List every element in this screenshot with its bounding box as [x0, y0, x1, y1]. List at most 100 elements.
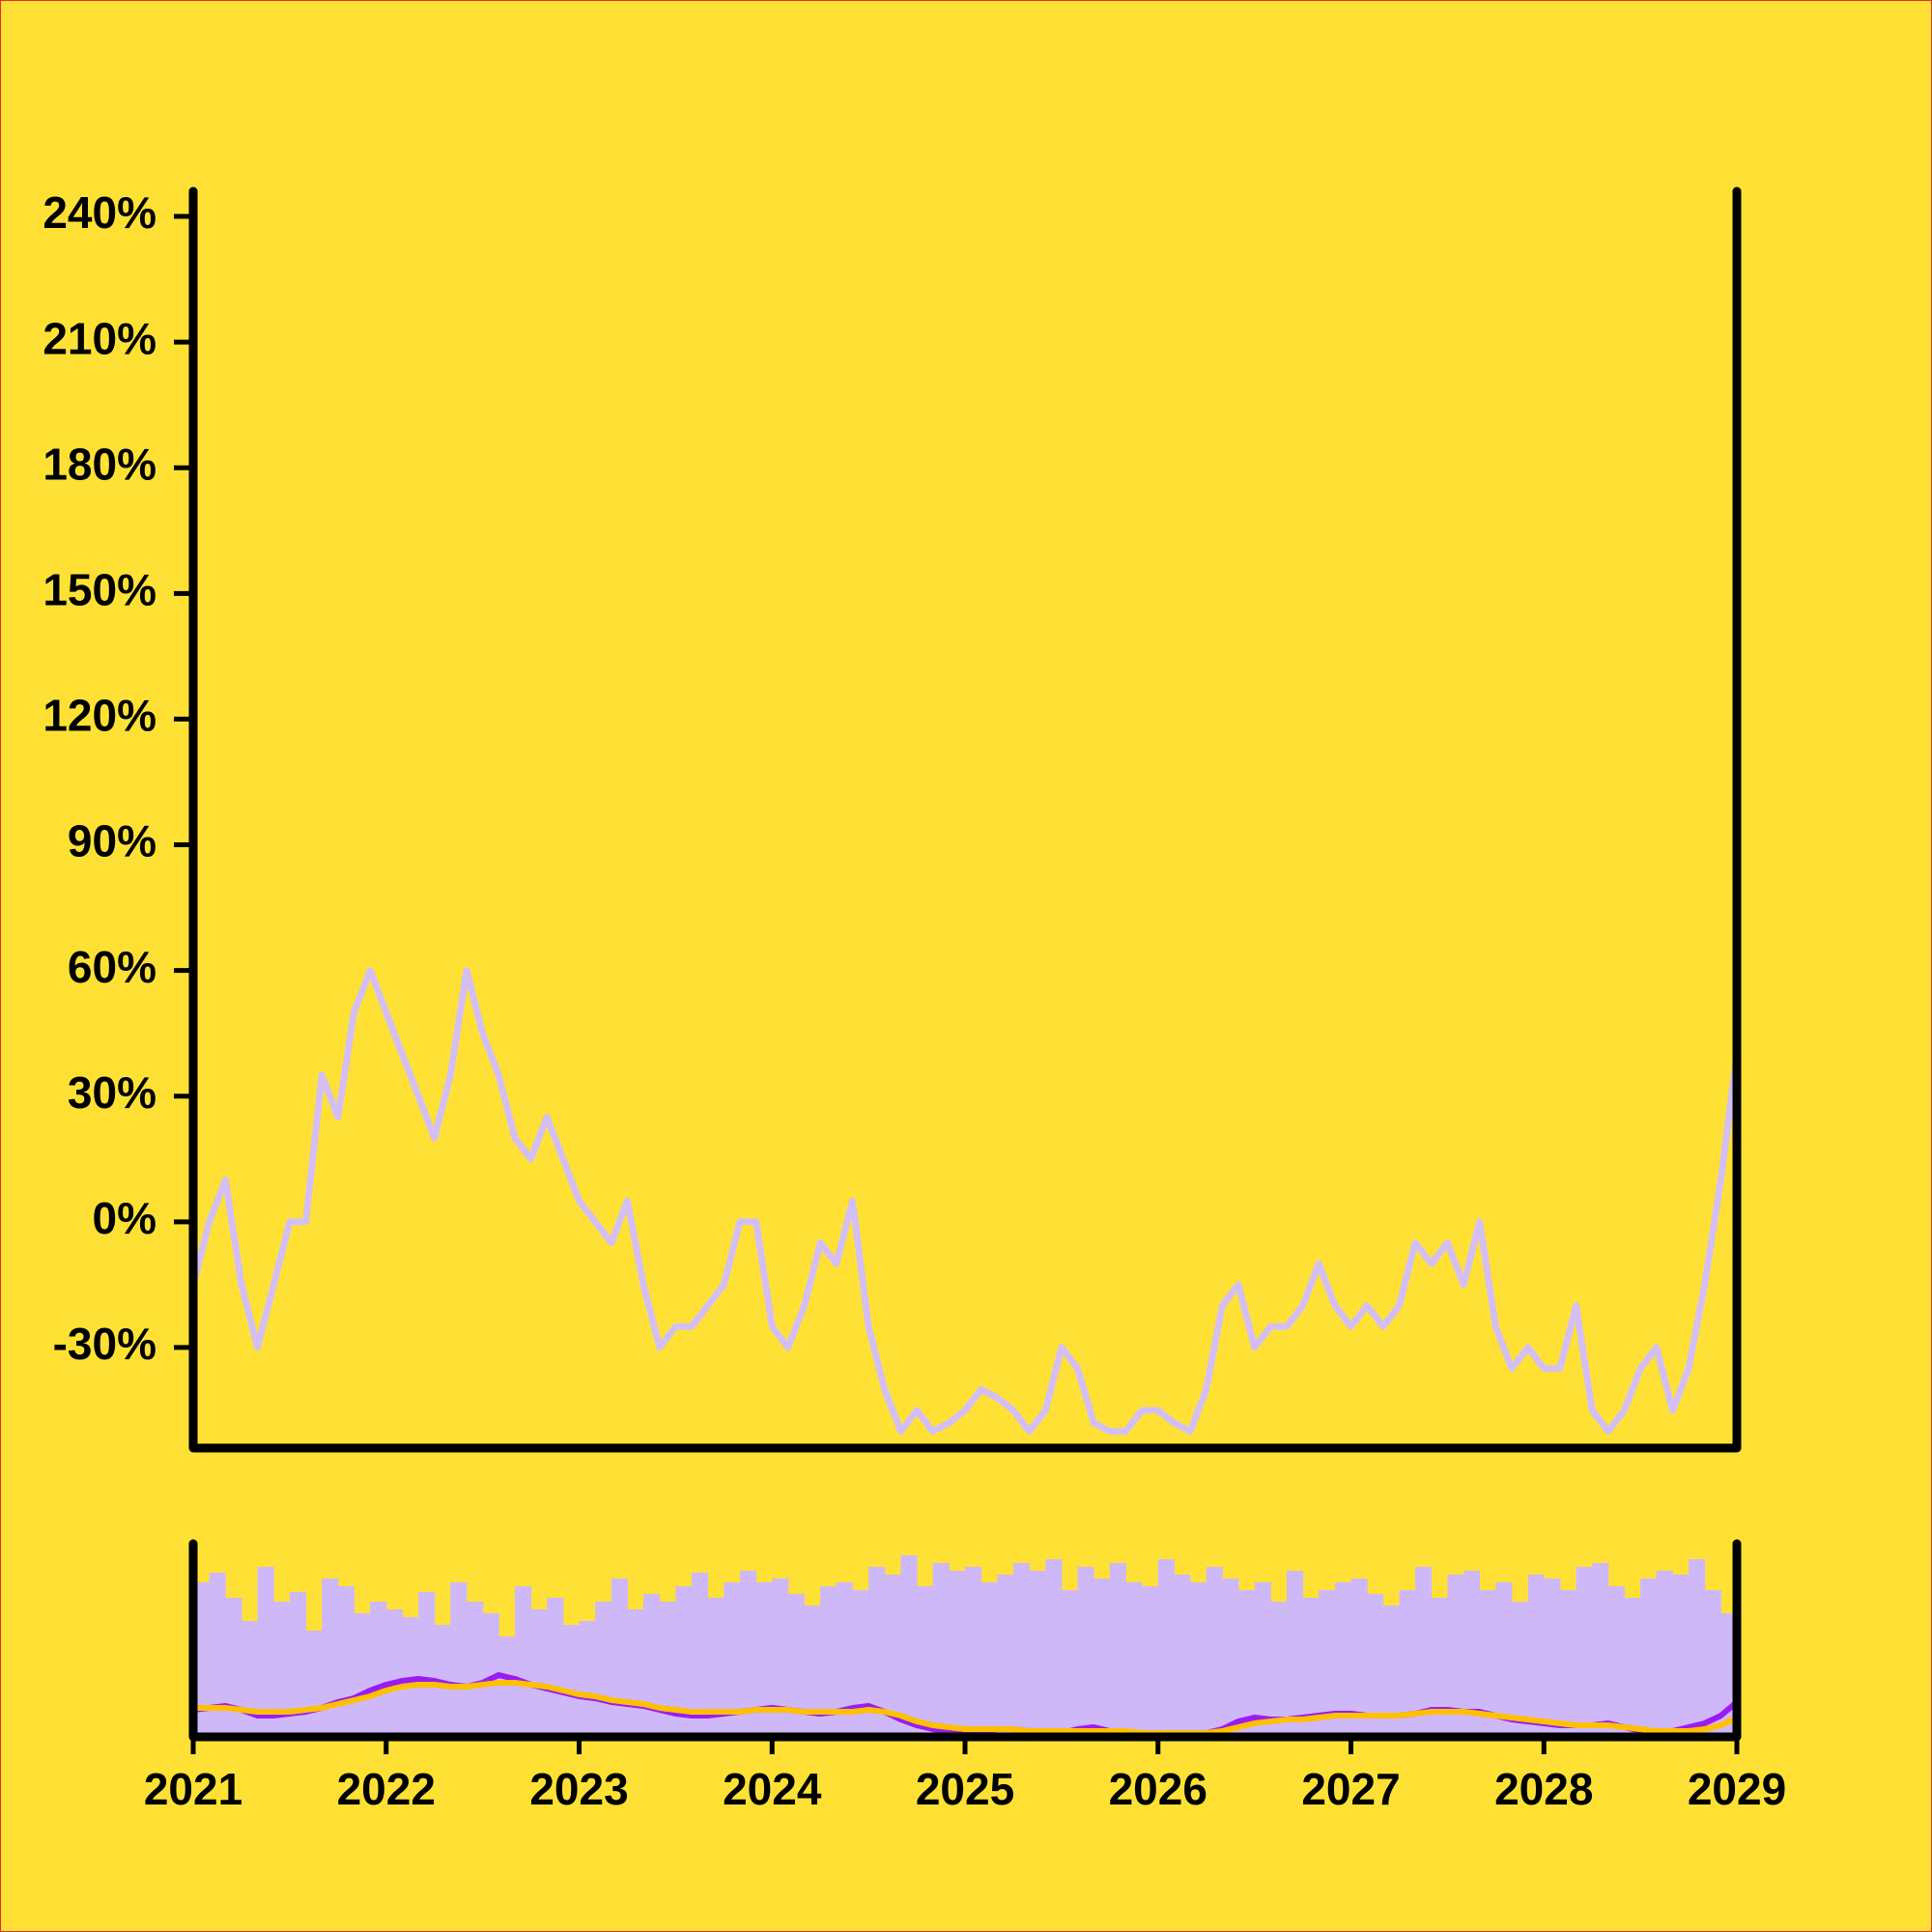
volume-bar	[1077, 1567, 1094, 1737]
volume-bar	[1094, 1578, 1111, 1737]
volume-bar	[1174, 1575, 1191, 1737]
x-tick-label: 2026	[1109, 1764, 1208, 1814]
x-tick-label: 2028	[1494, 1764, 1593, 1814]
plot-frame	[188, 1539, 1742, 1742]
volume-bar	[273, 1602, 291, 1737]
volume-bar	[370, 1602, 387, 1737]
volume-bar	[257, 1567, 274, 1737]
volume-bar	[482, 1613, 499, 1737]
volume-bar	[595, 1602, 612, 1737]
volume-bar	[917, 1586, 934, 1737]
volume-bar	[1382, 1605, 1401, 1737]
volume-bar	[1109, 1563, 1126, 1737]
volume-bar	[659, 1602, 676, 1737]
volume-bar	[852, 1590, 869, 1737]
volume-bar	[1672, 1575, 1690, 1737]
x-tick-label: 2023	[529, 1764, 628, 1814]
volume-bar	[289, 1592, 307, 1737]
x-tick-label: 2021	[144, 1764, 242, 1814]
volume-bar	[836, 1582, 853, 1737]
plot-frame	[188, 186, 1742, 1453]
volume-bar	[804, 1605, 821, 1737]
volume-bar	[772, 1578, 789, 1737]
volume-bar	[1399, 1590, 1416, 1737]
volume-bar	[467, 1602, 484, 1737]
series-line	[189, 967, 1741, 1435]
volume-bar	[1463, 1571, 1481, 1737]
volume-bar	[209, 1573, 226, 1737]
volume-bar	[1350, 1578, 1368, 1737]
volume-bar	[322, 1578, 339, 1737]
volume-bar	[1527, 1575, 1545, 1737]
volume-bar	[884, 1575, 901, 1737]
y-tick-label: 180%	[43, 439, 156, 489]
volume-bar	[675, 1586, 693, 1737]
volume-bar	[932, 1563, 950, 1737]
volume-bar	[980, 1582, 998, 1737]
y-tick-label: 30%	[68, 1067, 156, 1118]
volume-bar	[241, 1621, 259, 1737]
volume-bar	[1012, 1563, 1031, 1737]
volume-bar	[691, 1573, 709, 1737]
volume-bar	[627, 1609, 644, 1737]
volume-bar	[1222, 1578, 1239, 1737]
volume-bar	[514, 1586, 532, 1737]
volume-bar	[643, 1594, 661, 1737]
series-line	[190, 1680, 1740, 1736]
volume-bar	[498, 1636, 516, 1737]
volume-bar	[225, 1598, 242, 1737]
volume-bar	[385, 1609, 403, 1737]
volume-bar	[1592, 1563, 1609, 1737]
volume-bar	[1142, 1586, 1159, 1737]
volume-bar	[305, 1631, 323, 1737]
volume-bar	[562, 1625, 581, 1737]
x-tick-label: 2025	[916, 1764, 1014, 1814]
volume-bar	[530, 1609, 548, 1737]
volume-bar	[965, 1567, 982, 1737]
volume-bar	[1511, 1602, 1529, 1737]
volume-bar	[1576, 1567, 1593, 1737]
volume-bar	[1190, 1582, 1208, 1737]
y-tick-label: 0%	[93, 1193, 156, 1243]
volume-bar	[1029, 1571, 1046, 1737]
volume-bar	[1624, 1598, 1641, 1737]
y-tick-label: 90%	[68, 816, 156, 867]
volume-bar	[1544, 1578, 1561, 1737]
y-tick-label: -30%	[53, 1319, 156, 1369]
volume-bar	[579, 1621, 596, 1737]
volume-bar	[868, 1567, 886, 1737]
volume-bar	[1607, 1586, 1625, 1737]
volume-bar	[354, 1613, 371, 1737]
y-tick-label: 120%	[43, 691, 156, 741]
volume-bar	[1367, 1594, 1384, 1737]
volume-bar	[1479, 1590, 1496, 1737]
volume-bar	[787, 1594, 806, 1737]
x-tick-label: 2029	[1688, 1764, 1786, 1814]
x-tick-label: 2027	[1301, 1764, 1400, 1814]
volume-bar	[1270, 1602, 1288, 1737]
volume-bar	[739, 1571, 757, 1737]
y-tick-label: 240%	[43, 187, 156, 238]
volume-bar	[1125, 1582, 1143, 1737]
y-tick-label: 150%	[43, 564, 156, 614]
volume-bar	[1157, 1559, 1175, 1737]
y-tick-label: 210%	[43, 313, 156, 363]
volume-bar	[1656, 1571, 1673, 1737]
y-tick-label: 60%	[68, 942, 156, 992]
volume-bar	[418, 1592, 436, 1737]
volume-bar	[1689, 1559, 1706, 1737]
volume-bar	[1495, 1582, 1513, 1737]
volume-bar	[900, 1555, 918, 1737]
volume-bar	[1206, 1567, 1223, 1737]
volume-bar	[1415, 1567, 1433, 1737]
volume-bar	[1302, 1598, 1320, 1737]
volume-bar	[755, 1582, 773, 1737]
volume-bar	[1286, 1571, 1304, 1737]
volume-bar	[1704, 1590, 1721, 1737]
volume-bar	[1238, 1590, 1256, 1737]
volume-bar	[337, 1586, 355, 1737]
volume-bar	[450, 1582, 468, 1737]
volume-bar	[1640, 1578, 1658, 1737]
